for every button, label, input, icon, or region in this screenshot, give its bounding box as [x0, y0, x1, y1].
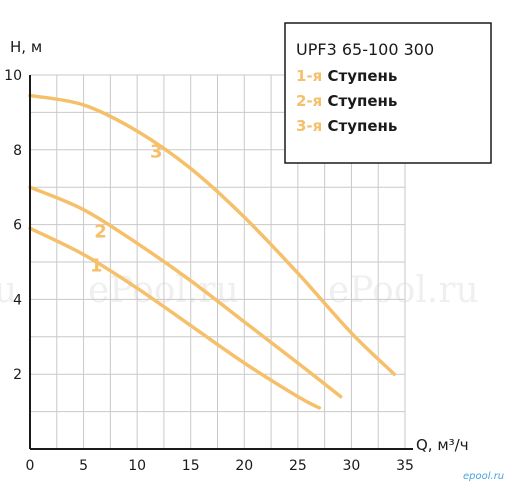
x-axis-title: Q, м³/ч	[416, 436, 469, 454]
legend-item-num: 1-я	[296, 67, 328, 85]
y-tick-label: 4	[13, 292, 22, 308]
x-tick-label: 0	[26, 458, 35, 474]
legend-item-word: Ступень	[328, 92, 398, 110]
y-tick-label: 8	[13, 143, 22, 159]
legend-item-2: 2-я Ступень	[296, 92, 397, 110]
watermark-left: u	[0, 270, 17, 311]
legend-item-1: 1-я Ступень	[296, 67, 397, 85]
curve-step-1	[28, 226, 322, 410]
curves: 1 2 3	[28, 93, 397, 410]
legend-box	[284, 22, 492, 164]
x-tick-label: 10	[128, 458, 146, 474]
x-tick-label: 30	[343, 458, 361, 474]
corner-logo: epool.ru	[463, 471, 504, 482]
x-tick-label: 25	[289, 458, 307, 474]
legend-title: UPF3 65-100 300	[296, 40, 434, 59]
legend-item-num: 3-я	[296, 117, 328, 135]
x-tick-label: 5	[79, 458, 88, 474]
watermarks: u ePool.ru ePool.ru	[0, 270, 479, 311]
x-tick-label: 35	[396, 458, 414, 474]
legend-item-word: Ступень	[328, 67, 398, 85]
watermark-right: ePool.ru	[328, 270, 479, 311]
y-axis-title: H, м	[10, 38, 42, 56]
curve-step-2	[28, 185, 343, 399]
tick-labels: 0 5 10 15 20 25 30 35 2 4 6 8 10	[4, 68, 414, 474]
curve-step-3	[28, 93, 397, 376]
axes	[29, 75, 413, 450]
curve-label-1: 1	[90, 255, 103, 276]
legend-item-word: Ступень	[328, 117, 398, 135]
curve-label-3: 3	[150, 141, 163, 162]
y-tick-label: 2	[13, 367, 22, 383]
x-tick-label: 20	[235, 458, 253, 474]
legend-item-num: 2-я	[296, 92, 328, 110]
y-tick-label: 10	[4, 68, 22, 84]
y-tick-label: 6	[13, 218, 22, 234]
curve-label-2: 2	[94, 222, 107, 243]
x-tick-label: 15	[182, 458, 200, 474]
legend-item-3: 3-я Ступень	[296, 117, 397, 135]
